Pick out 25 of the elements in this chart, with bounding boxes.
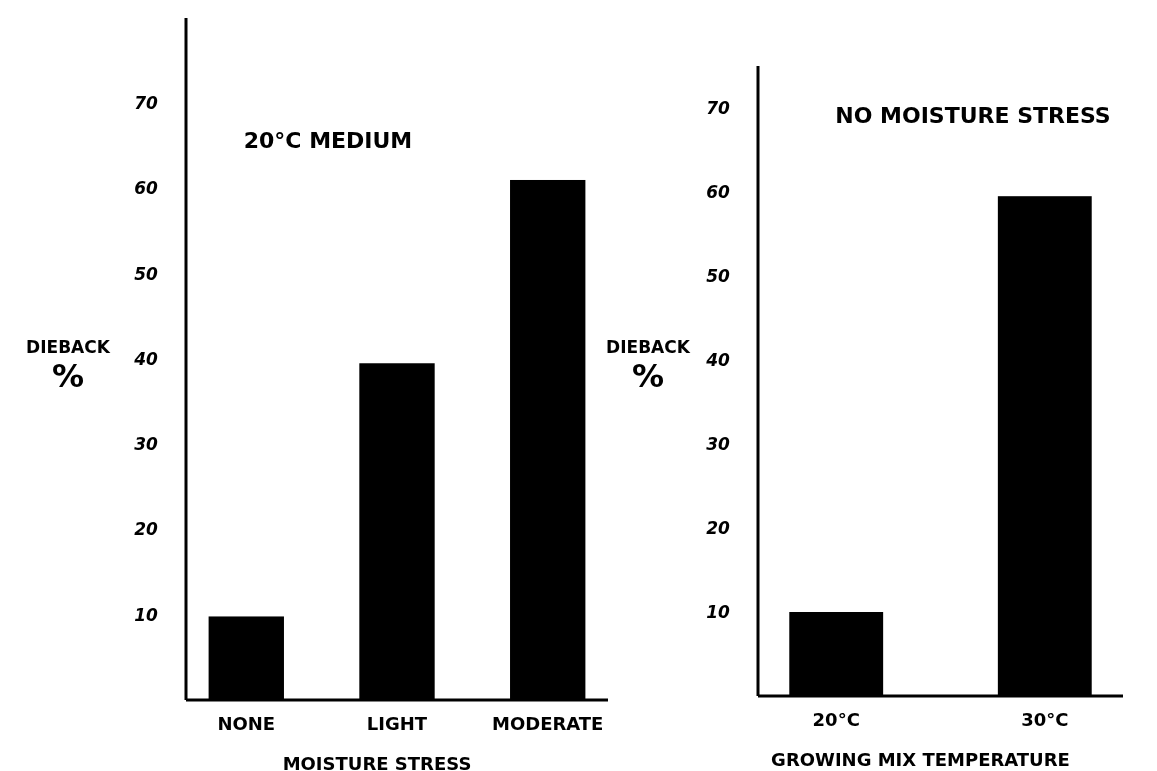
x-tick-label: MODERATE	[492, 713, 604, 734]
y-tick-label: 40	[705, 349, 730, 370]
x-tick-label: 30°C	[1021, 709, 1069, 730]
y-tick-label: 10	[134, 604, 158, 625]
y-axis-title: DIEBACK %	[606, 337, 691, 395]
y-tick-label: 30	[706, 433, 730, 454]
x-tick-label: LIGHT	[366, 713, 428, 734]
y-tick-label: 60	[134, 178, 158, 199]
y-tick-label: 70	[706, 97, 730, 118]
text: NO MOISTURE STRESS	[835, 103, 1111, 128]
y-tick-label: 20	[134, 519, 158, 540]
text: 20°C MEDIUM	[243, 128, 413, 153]
y-tick-label: 20	[706, 517, 730, 538]
y-tick-label: 40	[133, 348, 158, 369]
y-tick-label: 70	[134, 93, 158, 114]
y-tick-label: 50	[134, 263, 158, 284]
x-axis-title: MOISTURE STRESS	[282, 753, 472, 771]
y-axis-title: DIEBACK %	[26, 337, 111, 395]
x-tick-label: 20°C	[812, 709, 860, 730]
x-tick-label: NONE	[217, 713, 276, 734]
x-axis-title: GROWING MIX TEMPERATURE	[771, 749, 1070, 770]
y-tick-label: 30	[134, 434, 158, 455]
y-tick-label: 10	[706, 601, 730, 622]
y-tick-label: 60	[706, 181, 730, 202]
y-tick-label: 50	[706, 265, 730, 286]
